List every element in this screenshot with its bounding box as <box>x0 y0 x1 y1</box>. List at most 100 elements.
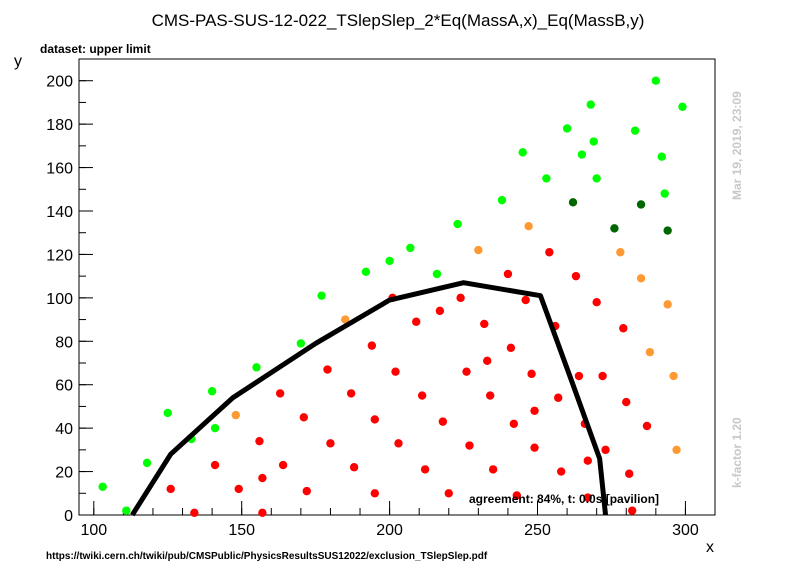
data-point-red <box>275 389 285 398</box>
chart-subtitle: dataset: upper limit <box>40 42 151 56</box>
data-point-red <box>435 306 445 316</box>
y-axis-title: y <box>14 53 22 70</box>
data-point-red <box>527 369 536 379</box>
data-point-red <box>592 298 601 307</box>
y-tick-label: 100 <box>46 291 73 308</box>
data-point-red <box>255 436 264 446</box>
y-minor-ticks <box>79 58 86 516</box>
data-point-green <box>562 124 572 133</box>
data-point-darkgreen <box>663 226 672 235</box>
x-tick-label: 100 <box>80 522 107 539</box>
x-tick-label: 250 <box>524 522 551 539</box>
data-point-orange <box>669 371 678 381</box>
data-point-red <box>417 391 427 400</box>
y-tick-label: 80 <box>55 334 73 351</box>
data-point-red <box>465 441 474 450</box>
data-point-red <box>530 443 539 452</box>
data-point-green <box>657 152 666 161</box>
data-point-red <box>394 439 403 448</box>
data-point-red <box>571 271 581 281</box>
data-point-red <box>326 439 335 448</box>
agreement-annotation: agreement: 84%, t: 0.0s [pavilion] <box>469 492 659 506</box>
x-axis-title: x <box>706 539 714 556</box>
data-point-red <box>349 463 359 472</box>
data-point-orange <box>474 245 483 255</box>
data-point-red <box>485 391 495 400</box>
data-point-darkgreen <box>568 198 578 207</box>
data-point-red <box>299 413 309 422</box>
data-point-green <box>142 458 152 468</box>
data-point-red <box>258 473 267 483</box>
data-point-red <box>462 367 471 376</box>
data-point-red <box>625 469 634 478</box>
data-point-red <box>598 371 607 381</box>
footer-url: https://twiki.cern.ch/twiki/pub/CMSPubli… <box>46 551 488 562</box>
data-point-green <box>163 408 172 418</box>
data-point-red <box>583 493 592 502</box>
data-point-green <box>577 150 587 159</box>
x-tick-label: 200 <box>376 522 403 539</box>
y-tick-label: 20 <box>55 465 73 482</box>
data-point-red <box>444 489 453 498</box>
data-point-green <box>497 195 507 205</box>
data-point-red <box>545 248 554 257</box>
data-point-red <box>370 415 380 424</box>
data-point-red <box>480 319 489 329</box>
data-point-green <box>651 76 661 85</box>
y-tick-label: 140 <box>46 204 73 221</box>
data-point-red <box>506 343 516 352</box>
data-point-red <box>456 293 465 303</box>
data-point-red <box>619 324 628 333</box>
data-point-red <box>554 393 563 402</box>
y-tick-label: 60 <box>55 378 73 395</box>
data-point-red <box>302 486 311 496</box>
y-axis: 0 20 40 60 80 100 120 140 160 180 200 <box>46 74 93 525</box>
data-point-green <box>361 267 371 276</box>
data-point-red <box>412 317 421 326</box>
y-tick-label: 40 <box>55 421 73 438</box>
data-point-red <box>166 484 175 494</box>
data-point-red <box>190 508 199 518</box>
data-point-red <box>642 421 652 431</box>
data-point-green <box>210 423 220 433</box>
plot-frame <box>78 58 716 516</box>
data-point-red <box>278 460 288 470</box>
data-point-red <box>323 365 332 374</box>
data-point-green <box>660 189 669 198</box>
data-point-red <box>574 371 584 381</box>
data-point-red <box>622 397 631 407</box>
data-point-orange <box>645 347 655 357</box>
data-point-red <box>346 389 356 398</box>
data-point-red <box>210 460 220 470</box>
data-point-green <box>98 482 107 491</box>
data-point-green <box>518 148 527 157</box>
y-tick-label: 120 <box>46 247 73 264</box>
data-point-red <box>509 419 519 428</box>
x-tick-label: 300 <box>672 522 699 539</box>
data-point-red <box>483 356 492 366</box>
data-point-red <box>512 491 522 500</box>
data-point-green <box>592 174 601 183</box>
data-point-green <box>589 137 598 146</box>
data-point-red <box>420 465 430 474</box>
data-point-darkgreen <box>610 224 619 233</box>
data-point-orange <box>636 274 646 283</box>
exclusion-curve <box>130 280 609 517</box>
data-point-orange <box>616 248 625 257</box>
data-point-red <box>258 508 267 518</box>
x-minor-ticks <box>93 508 716 515</box>
data-point-red <box>370 489 380 498</box>
data-point-orange <box>524 222 533 231</box>
data-point-green <box>122 506 131 515</box>
data-point-red <box>234 484 243 494</box>
data-point-red <box>601 445 610 455</box>
y-tick-label: 200 <box>46 74 73 91</box>
data-point-green <box>542 174 551 183</box>
data-point-green <box>586 100 595 109</box>
x-tick-label: 150 <box>228 522 255 539</box>
data-point-green <box>432 269 442 279</box>
data-point-red <box>530 406 539 415</box>
x-axis: 100 150 200 250 300 <box>80 501 699 539</box>
scatter-points <box>98 76 687 518</box>
